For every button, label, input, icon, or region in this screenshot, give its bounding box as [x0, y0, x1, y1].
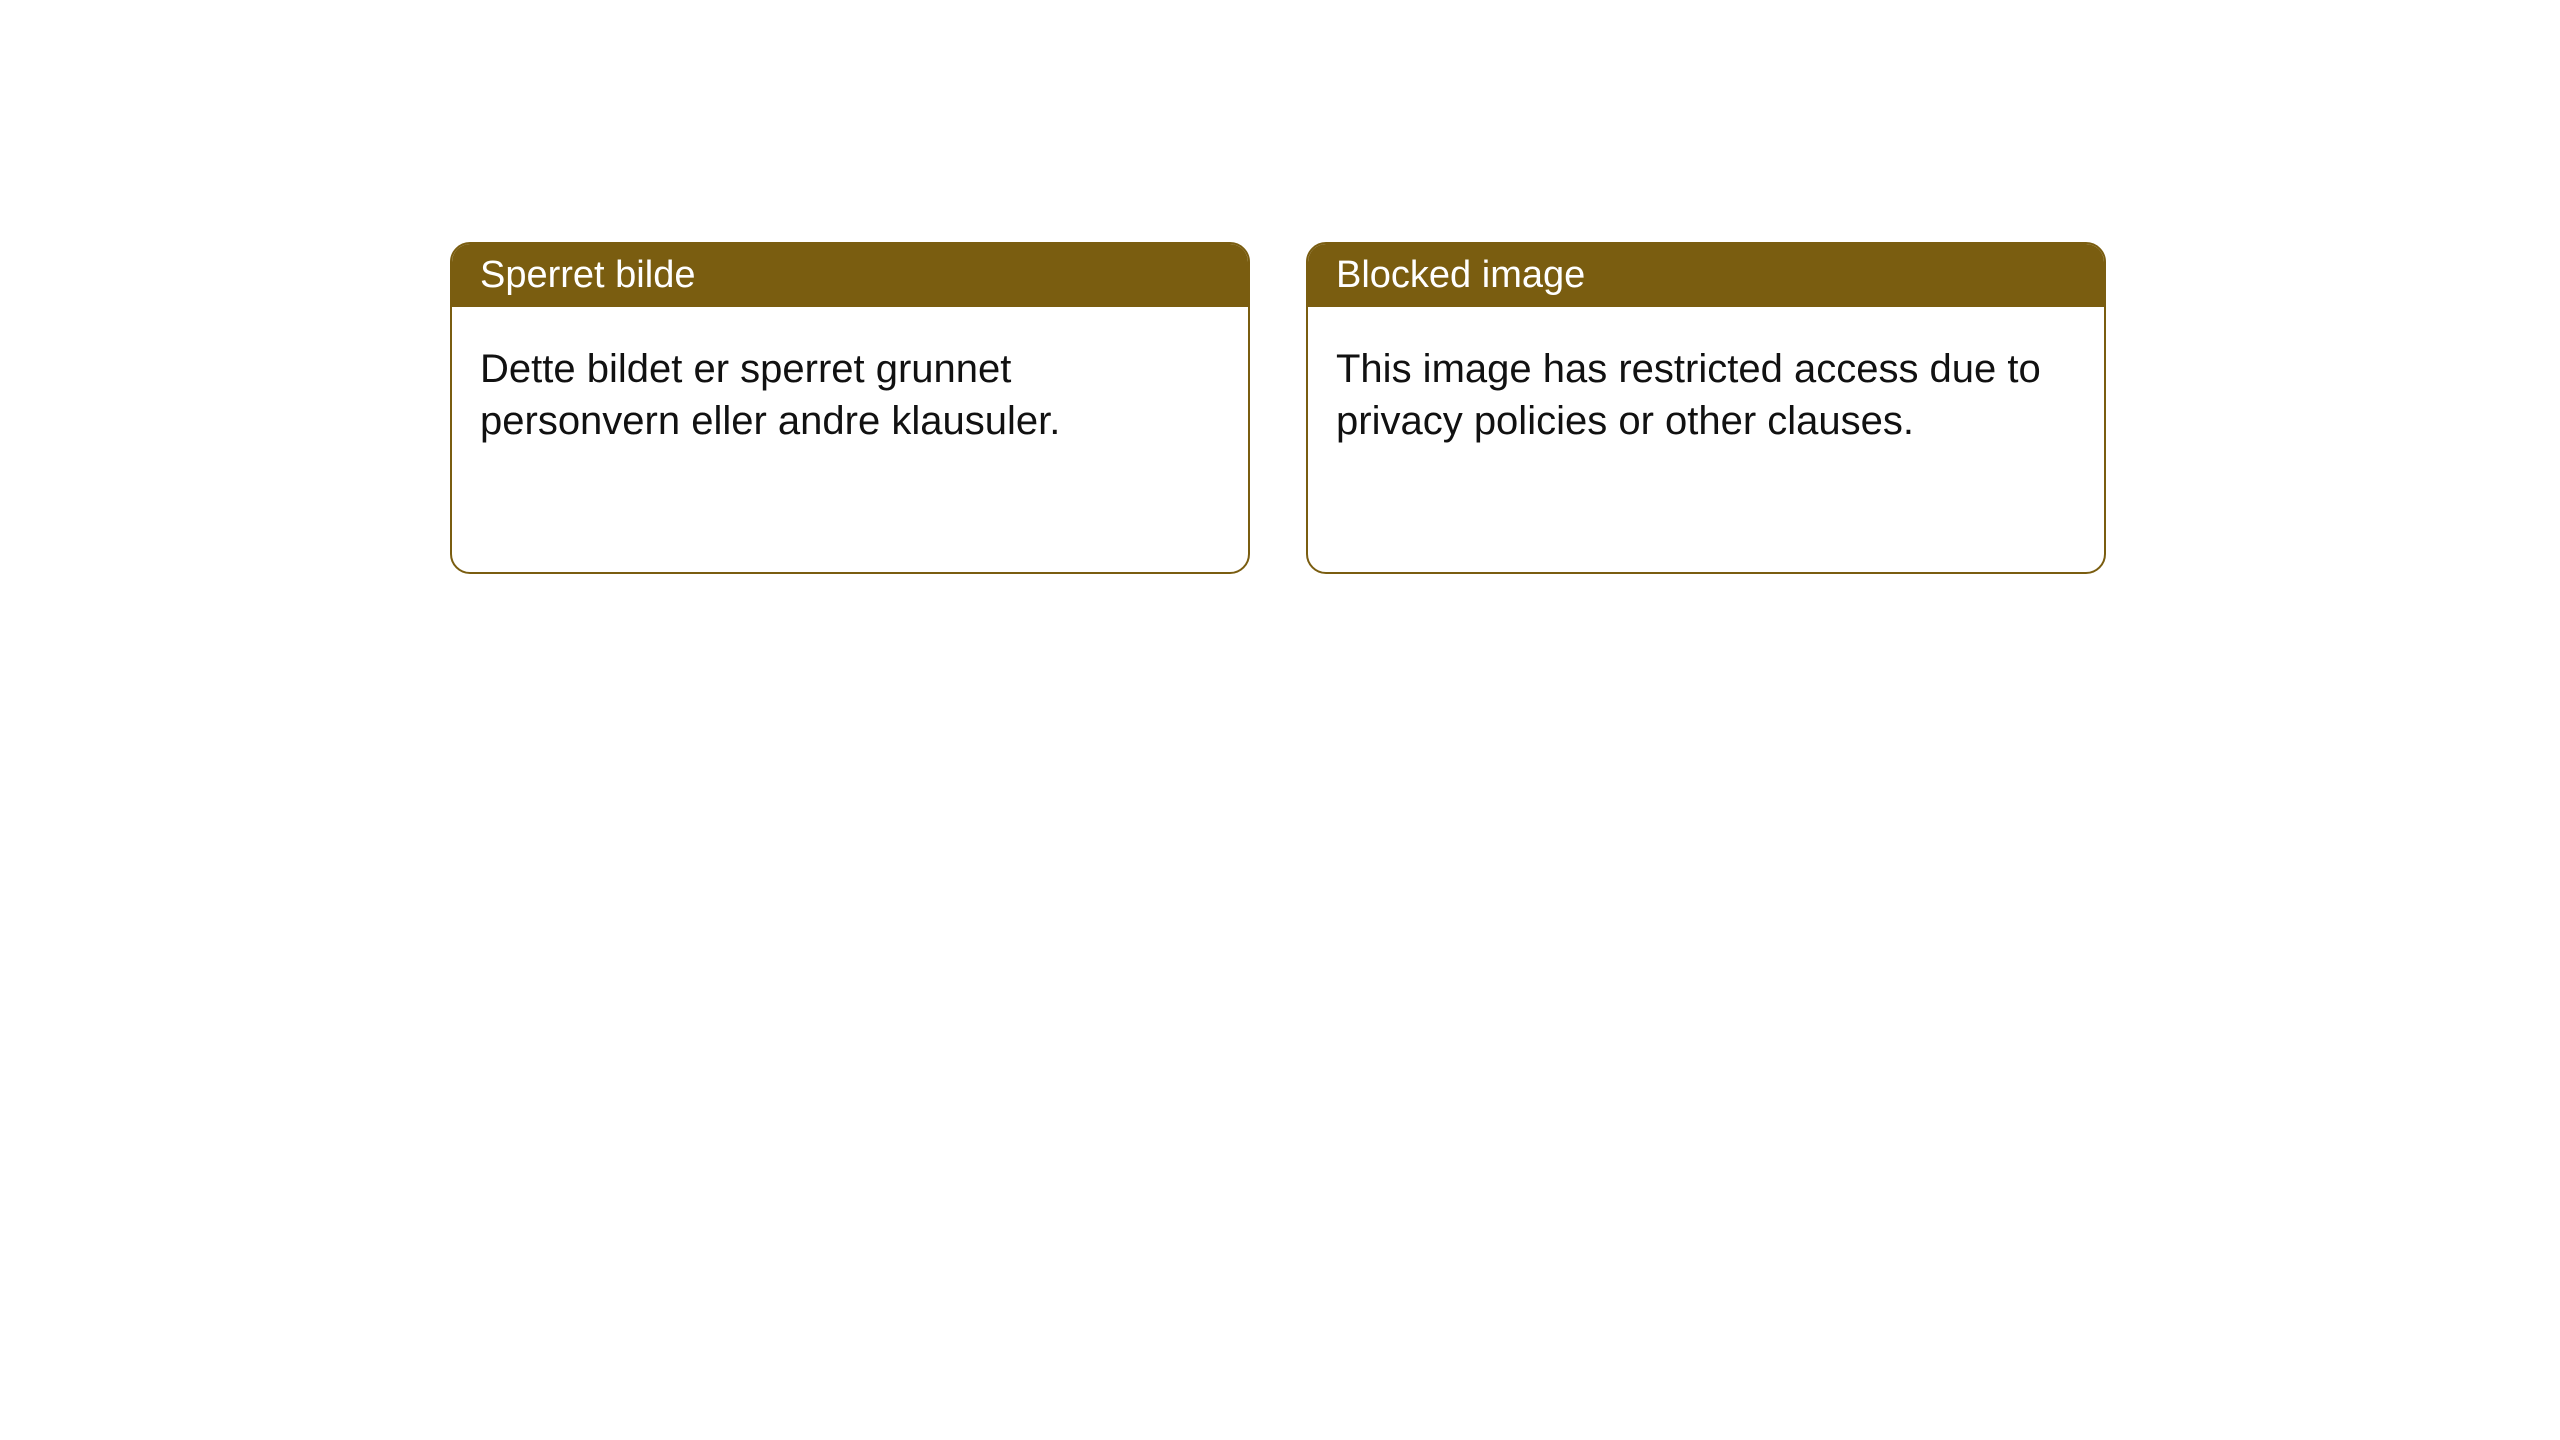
- notice-body: This image has restricted access due to …: [1308, 307, 2104, 483]
- notice-card-norwegian: Sperret bilde Dette bildet er sperret gr…: [450, 242, 1250, 574]
- notice-title: Sperret bilde: [480, 254, 695, 296]
- notice-card-english: Blocked image This image has restricted …: [1306, 242, 2106, 574]
- notice-message: This image has restricted access due to …: [1336, 347, 2041, 443]
- notice-message: Dette bildet er sperret grunnet personve…: [480, 347, 1060, 443]
- notice-body: Dette bildet er sperret grunnet personve…: [452, 307, 1248, 483]
- notice-container: Sperret bilde Dette bildet er sperret gr…: [0, 0, 2560, 574]
- notice-header: Blocked image: [1308, 244, 2104, 307]
- notice-header: Sperret bilde: [452, 244, 1248, 307]
- notice-title: Blocked image: [1336, 254, 1585, 296]
